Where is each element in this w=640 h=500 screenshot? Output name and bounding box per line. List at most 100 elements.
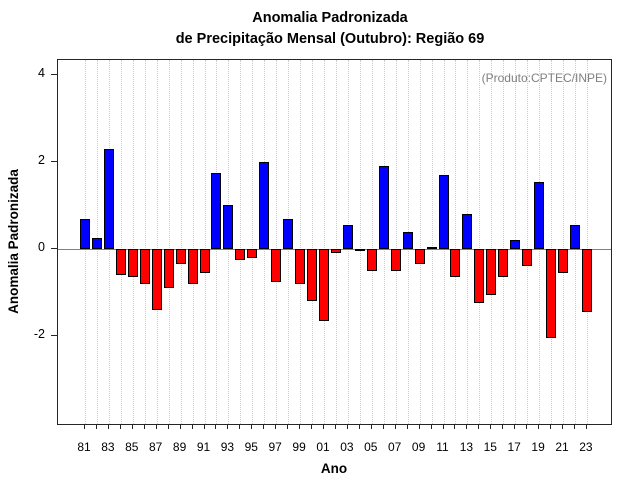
x-tick-mark bbox=[287, 424, 289, 429]
anomaly-bar-2006 bbox=[378, 166, 389, 249]
anomaly-bar-2018 bbox=[522, 249, 533, 266]
year-gridline bbox=[156, 60, 158, 424]
anomaly-bar-2017 bbox=[510, 240, 521, 249]
year-gridline bbox=[168, 60, 170, 424]
x-tick-label-95: 95 bbox=[244, 440, 258, 454]
year-gridline bbox=[419, 60, 421, 424]
x-tick-mark bbox=[442, 424, 444, 429]
x-tick-mark bbox=[191, 424, 193, 429]
year-gridline bbox=[252, 60, 254, 424]
x-tick-label-05: 05 bbox=[364, 440, 378, 454]
year-gridline bbox=[180, 60, 182, 424]
year-gridline bbox=[144, 60, 146, 424]
x-tick-mark bbox=[394, 424, 396, 429]
x-tick-mark bbox=[227, 424, 229, 429]
x-tick-mark bbox=[251, 424, 253, 429]
x-tick-mark bbox=[179, 424, 181, 429]
plot-area: (Produto:CPTEC/INPE) bbox=[57, 59, 612, 425]
x-tick-mark bbox=[358, 424, 360, 429]
year-gridline bbox=[204, 60, 206, 424]
x-tick-label-93: 93 bbox=[220, 440, 235, 454]
y-tick-label-2: 2 bbox=[38, 153, 45, 167]
x-tick-label-83: 83 bbox=[101, 440, 115, 454]
anomaly-bar-1993 bbox=[223, 205, 234, 249]
x-tick-mark bbox=[490, 424, 492, 429]
anomaly-bar-1986 bbox=[139, 249, 150, 284]
year-gridline bbox=[240, 60, 242, 424]
x-tick-label-15: 15 bbox=[483, 440, 497, 454]
anomaly-bar-1990 bbox=[187, 249, 198, 284]
x-tick-label-03: 03 bbox=[340, 440, 354, 454]
year-gridline bbox=[479, 60, 481, 424]
anomaly-bar-2008 bbox=[402, 232, 413, 249]
anomaly-bar-2004 bbox=[354, 249, 365, 251]
x-tick-mark bbox=[215, 424, 217, 429]
year-gridline bbox=[276, 60, 278, 424]
anomaly-bar-2021 bbox=[558, 249, 568, 273]
anomaly-bar-2012 bbox=[450, 249, 461, 277]
anomaly-bar-1992 bbox=[211, 173, 222, 249]
anomaly-bar-1996 bbox=[259, 162, 270, 249]
source-annotation: (Produto:CPTEC/INPE) bbox=[481, 71, 607, 85]
x-tick-mark bbox=[119, 424, 121, 429]
x-tick-mark bbox=[131, 424, 133, 429]
x-tick-mark bbox=[478, 424, 480, 429]
x-tick-label-13: 13 bbox=[459, 440, 474, 454]
year-gridline bbox=[431, 60, 433, 424]
x-tick-mark bbox=[514, 424, 516, 429]
x-tick-label-07: 07 bbox=[388, 440, 402, 454]
anomaly-bar-2019 bbox=[534, 182, 545, 249]
x-tick-mark bbox=[334, 424, 336, 429]
chart-title: Anomalia Padronizada de Precipitação Men… bbox=[25, 8, 635, 50]
y-tick-label-0: 0 bbox=[38, 240, 45, 254]
x-tick-label-97: 97 bbox=[268, 440, 282, 454]
year-gridline bbox=[371, 60, 373, 424]
anomaly-bar-2007 bbox=[390, 249, 401, 271]
x-tick-mark bbox=[311, 424, 312, 429]
x-tick-mark bbox=[167, 424, 169, 429]
x-tick-mark bbox=[107, 424, 109, 429]
anomaly-bar-1987 bbox=[151, 249, 162, 310]
anomaly-bar-1982 bbox=[92, 238, 102, 249]
anomaly-bar-1981 bbox=[80, 219, 90, 249]
x-tick-mark bbox=[430, 424, 432, 429]
anomaly-bar-2013 bbox=[462, 214, 473, 249]
chart-title-line2: de Precipitação Mensal (Outubro): Região… bbox=[175, 31, 485, 47]
year-gridline bbox=[312, 60, 313, 424]
x-tick-mark bbox=[96, 424, 97, 429]
x-tick-label-85: 85 bbox=[125, 440, 139, 454]
anomaly-bar-2022 bbox=[570, 225, 580, 249]
anomaly-bar-2009 bbox=[414, 249, 425, 264]
year-gridline bbox=[120, 60, 122, 424]
anomaly-bar-2020 bbox=[546, 249, 556, 338]
year-gridline bbox=[527, 60, 529, 424]
y-tick-mark bbox=[51, 161, 57, 162]
anomaly-bar-1994 bbox=[235, 249, 246, 260]
x-tick-mark bbox=[382, 424, 384, 429]
x-tick-label-99: 99 bbox=[292, 440, 306, 454]
y-tick-label--2: -2 bbox=[33, 327, 45, 341]
x-tick-mark bbox=[418, 424, 420, 429]
x-tick-label-87: 87 bbox=[149, 440, 163, 454]
x-tick-mark bbox=[454, 424, 456, 429]
x-tick-mark bbox=[370, 424, 372, 429]
chart-title-line1: Anomalia Padronizada bbox=[252, 10, 408, 26]
anomaly-bar-2016 bbox=[498, 249, 509, 277]
x-tick-label-91: 91 bbox=[196, 440, 211, 454]
anomaly-bar-1991 bbox=[199, 249, 210, 273]
year-gridline bbox=[324, 60, 325, 424]
anomaly-bar-2015 bbox=[486, 249, 497, 295]
year-gridline bbox=[551, 60, 552, 424]
anomaly-bar-2014 bbox=[474, 249, 485, 303]
x-tick-mark bbox=[84, 424, 85, 429]
anomaly-bar-1984 bbox=[115, 249, 126, 275]
year-gridline bbox=[503, 60, 505, 424]
x-tick-mark bbox=[203, 424, 205, 429]
year-gridline bbox=[300, 60, 302, 424]
x-tick-mark bbox=[263, 424, 265, 429]
x-tick-mark bbox=[155, 424, 157, 429]
anomaly-bar-2023 bbox=[581, 249, 592, 312]
anomaly-bar-1983 bbox=[103, 149, 114, 249]
x-tick-mark bbox=[526, 424, 528, 429]
